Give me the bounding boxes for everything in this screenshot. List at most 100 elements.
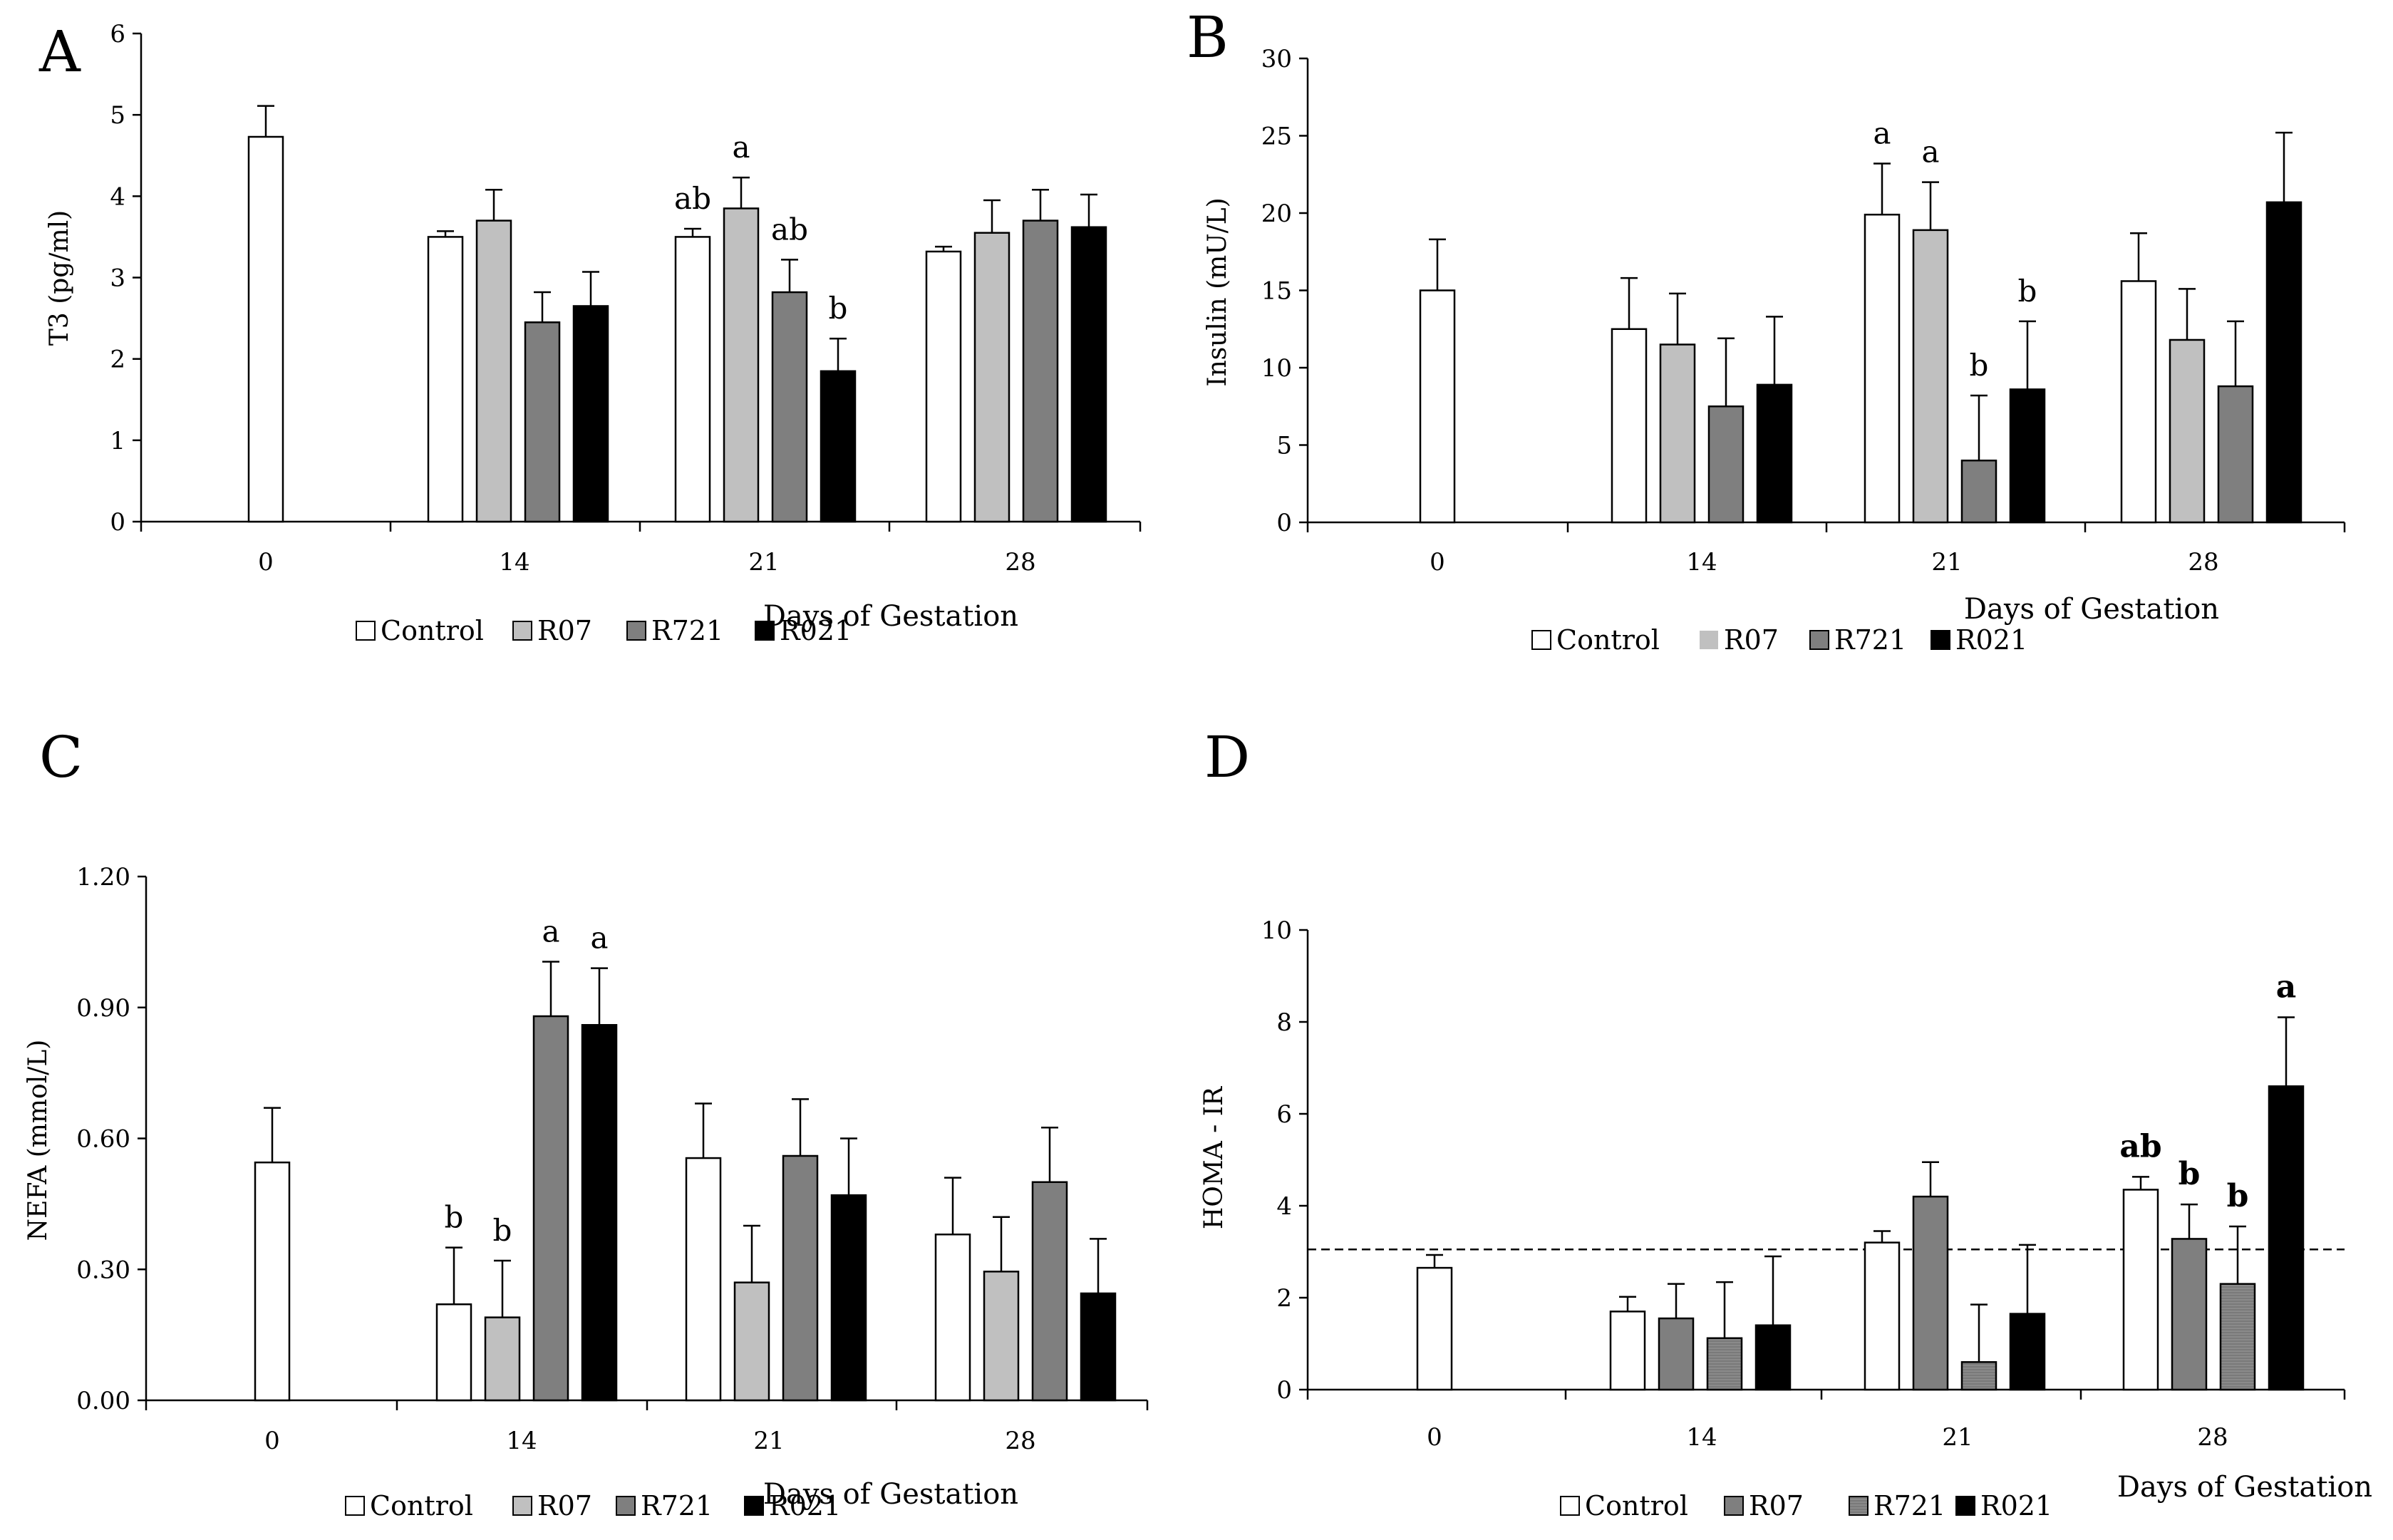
bar-r07-day-14 — [484, 1316, 521, 1402]
bar-r021-day-14 — [581, 1024, 618, 1402]
bar-r07-day-28 — [2169, 339, 2206, 524]
x-tick-label: 21 — [753, 1427, 784, 1455]
x-tick-label: 0 — [1427, 1423, 1442, 1452]
legend-label-r021: R021 — [1955, 624, 2027, 656]
significance-label: a — [2276, 969, 2297, 1006]
legend-swatch-r07 — [512, 1496, 532, 1516]
y-axis-label: NEFA (mmol/L) — [24, 1040, 53, 1241]
y-tick-label: 0 — [1276, 509, 1292, 537]
panel-b: B 0 5 10 15 20 25 30 Insulin (mU/L) 0 14 21 28 Days o… — [1187, 4, 2346, 656]
bar-r07-day-28 — [983, 1271, 1020, 1402]
panel-letter: D — [1204, 724, 1250, 790]
y-tick-label: 20 — [1261, 200, 1292, 228]
bar-r721-day-28 — [2217, 385, 2254, 524]
bar-control-day-14 — [435, 1303, 472, 1402]
bar-r021-day-28 — [2265, 201, 2302, 524]
y-tick-label: 0.00 — [76, 1387, 130, 1415]
y-axis-label: Insulin (mU/L) — [1203, 197, 1232, 386]
bar-r07-day-21 — [1912, 229, 1949, 524]
legend-label-r021: R021 — [1980, 1490, 2052, 1521]
legend-swatch-r721 — [1849, 1496, 1869, 1516]
y-tick-label: 25 — [1261, 123, 1292, 151]
significance-label: b — [2178, 1156, 2201, 1192]
x-tick-label: 28 — [2188, 548, 2218, 577]
x-tick-label: 14 — [499, 548, 529, 577]
significance-label: a — [732, 130, 750, 165]
bar-r721-day-28 — [1022, 219, 1059, 523]
legend-swatch-control — [1531, 630, 1551, 650]
bar-r721-day-28 — [2219, 1283, 2256, 1391]
x-tick-label: 14 — [1686, 548, 1717, 577]
bar-r021-day-28 — [2268, 1085, 2305, 1391]
legend-swatch-r021 — [755, 621, 775, 641]
x-tick-label: 14 — [1686, 1423, 1717, 1452]
bar-r021-day-21 — [2009, 1313, 2046, 1391]
bar-control-day-28 — [934, 1234, 971, 1402]
legend-label-r07: R07 — [1749, 1490, 1804, 1521]
legend-label-r021: R021 — [780, 615, 852, 646]
significance-label: b — [2018, 274, 2037, 309]
y-tick-label: 0 — [110, 508, 125, 537]
legend-label-control: Control — [1585, 1490, 1688, 1521]
significance-label: b — [829, 291, 848, 326]
x-tick-label: 21 — [1931, 548, 1962, 577]
significance-label: b — [1970, 348, 1989, 383]
y-tick-label: 10 — [1261, 916, 1292, 945]
bar-r07-day-14 — [475, 219, 512, 523]
bar-r07-day-14 — [1659, 343, 1696, 524]
y-tick-label: 3 — [110, 264, 125, 293]
y-tick-label: 0 — [1276, 1376, 1292, 1405]
significance-label: ab — [2119, 1128, 2161, 1164]
bar-r721-day-21 — [1960, 459, 1997, 524]
panel-a: A 0 1 2 3 4 5 6 T3 (pg/ml) 0 14 21 28 Days of Gestati… — [38, 19, 1142, 646]
legend-swatch-r021 — [744, 1496, 764, 1516]
bar-r07-day-21 — [733, 1281, 770, 1402]
legend-swatch-r07 — [512, 621, 532, 641]
y-tick-label: 5 — [1276, 432, 1292, 460]
bar-control-day-21 — [674, 236, 711, 523]
bar-control-day-0 — [247, 135, 284, 523]
x-tick-label: 21 — [1942, 1423, 1973, 1452]
bar-control-day-28 — [2122, 1189, 2159, 1391]
legend-label-control: Control — [381, 615, 484, 646]
legend-swatch-control — [1560, 1496, 1580, 1516]
bar-control-day-21 — [685, 1157, 722, 1402]
legend-label-r721: R721 — [641, 1490, 713, 1521]
bar-r07-day-14 — [1658, 1317, 1695, 1391]
legend-swatch-control — [345, 1496, 365, 1516]
panel-letter: C — [39, 724, 83, 790]
y-tick-label: 2 — [1276, 1284, 1292, 1313]
bar-control-day-21 — [1864, 213, 1901, 524]
bar-r721-day-28 — [1031, 1181, 1068, 1402]
significance-label: ab — [771, 212, 808, 247]
x-tick-label: 28 — [1005, 548, 1035, 577]
legend-swatch-r721 — [626, 621, 646, 641]
x-tick-label: 0 — [264, 1427, 280, 1455]
bar-r721-day-21 — [1960, 1361, 1997, 1391]
legend-swatch-r07 — [1700, 631, 1718, 649]
y-tick-label: 0.90 — [76, 994, 130, 1023]
bar-r021-day-21 — [2009, 388, 2046, 524]
legend-label-r07: R07 — [537, 1490, 592, 1521]
significance-label: ab — [674, 181, 711, 216]
bar-r021-day-28 — [1070, 226, 1107, 523]
legend-swatch-control — [356, 621, 376, 641]
x-tick-label: 21 — [748, 548, 779, 577]
y-tick-label: 10 — [1261, 354, 1292, 383]
y-tick-label: 2 — [110, 346, 125, 374]
y-tick-label: 30 — [1261, 45, 1292, 73]
bar-r07-day-28 — [973, 232, 1011, 523]
bar-control-day-0 — [1416, 1266, 1453, 1391]
bar-r021-day-28 — [1080, 1292, 1117, 1402]
legend-label-r07: R07 — [1724, 624, 1779, 656]
bar-control-day-14 — [1611, 328, 1648, 524]
y-axis-label: T3 (pg/ml) — [45, 210, 74, 346]
bar-r721-day-14 — [1706, 1337, 1743, 1391]
y-tick-label: 0.30 — [76, 1256, 130, 1284]
significance-label: b — [2227, 1178, 2249, 1214]
legend-label-r07: R07 — [537, 615, 592, 646]
y-axis-label: HOMA - IR — [1199, 1086, 1229, 1229]
bar-control-day-28 — [925, 250, 962, 523]
